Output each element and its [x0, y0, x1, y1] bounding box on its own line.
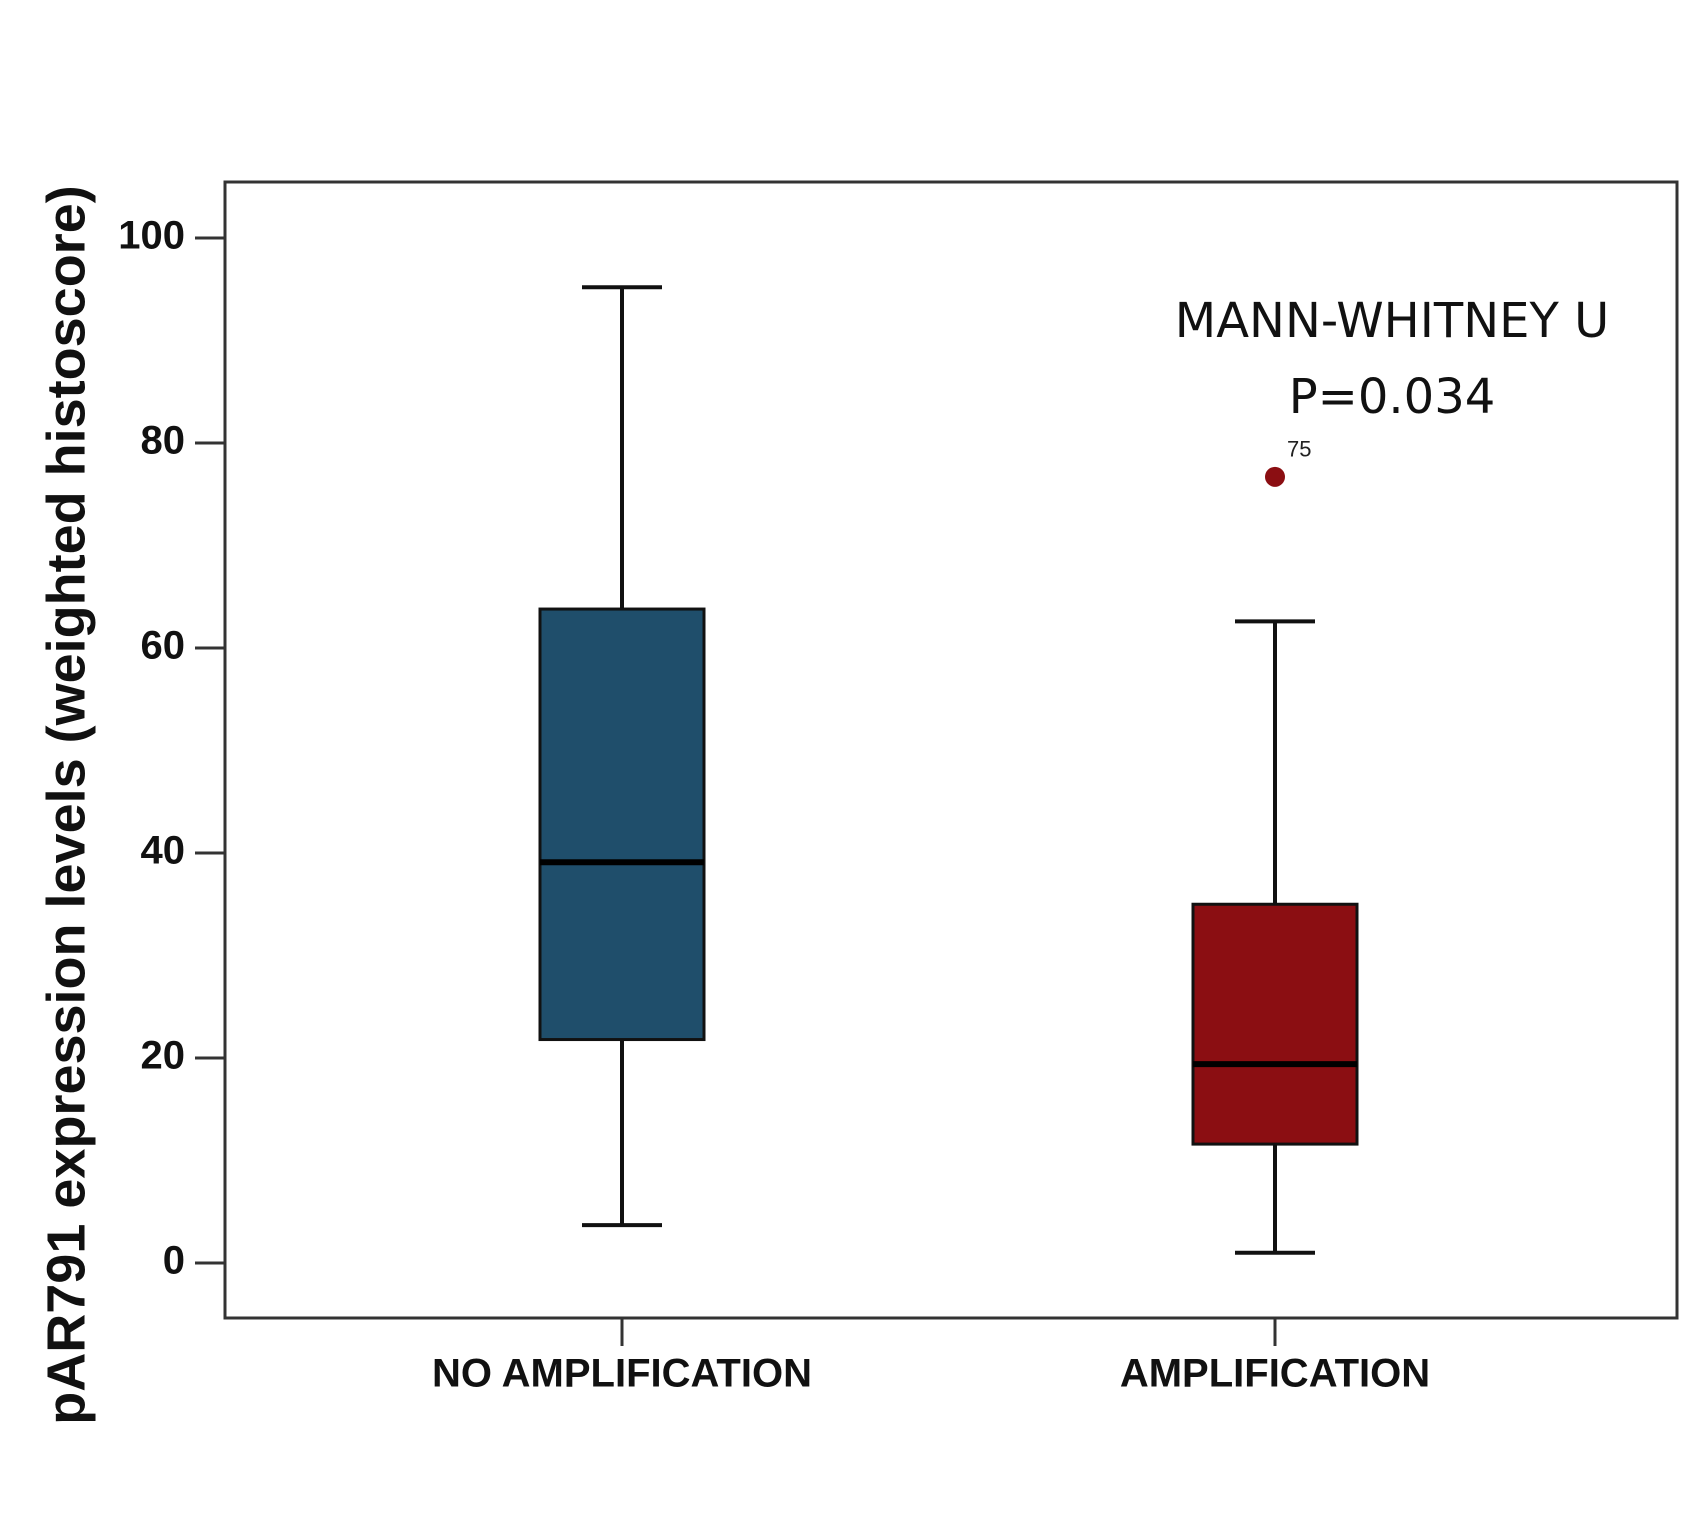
- boxes-layer: 75: [538, 285, 1359, 1255]
- y-tick-label: 60: [141, 624, 186, 668]
- p-value-annotation: P=0.034: [1289, 369, 1496, 425]
- outlier-point: [1265, 466, 1285, 487]
- y-tick-label: 80: [141, 419, 186, 463]
- box-1: [538, 285, 706, 1228]
- iqr-box: [1191, 902, 1359, 1146]
- y-tick-label: 40: [141, 829, 186, 873]
- y-axis-label: pAR791 expression levels (weighted histo…: [36, 185, 96, 1424]
- plot-area-frame: [223, 180, 1679, 1320]
- x-axis-ticks: NO AMPLIFICATION AMPLIFICATION: [432, 1318, 1430, 1396]
- y-tick-label: 100: [118, 214, 185, 258]
- test-name-annotation: MANN-WHITNEY U: [1175, 293, 1609, 349]
- y-tick-label: 0: [163, 1239, 185, 1283]
- box-2: 75: [1191, 437, 1359, 1255]
- x-category-label: AMPLIFICATION: [1120, 1352, 1430, 1396]
- outlier-label: 75: [1287, 437, 1311, 462]
- y-axis-ticks: 0 20 40 60 80 100: [118, 214, 225, 1283]
- y-tick-label: 20: [141, 1034, 186, 1078]
- iqr-box: [538, 607, 706, 1042]
- x-category-label: NO AMPLIFICATION: [432, 1352, 812, 1396]
